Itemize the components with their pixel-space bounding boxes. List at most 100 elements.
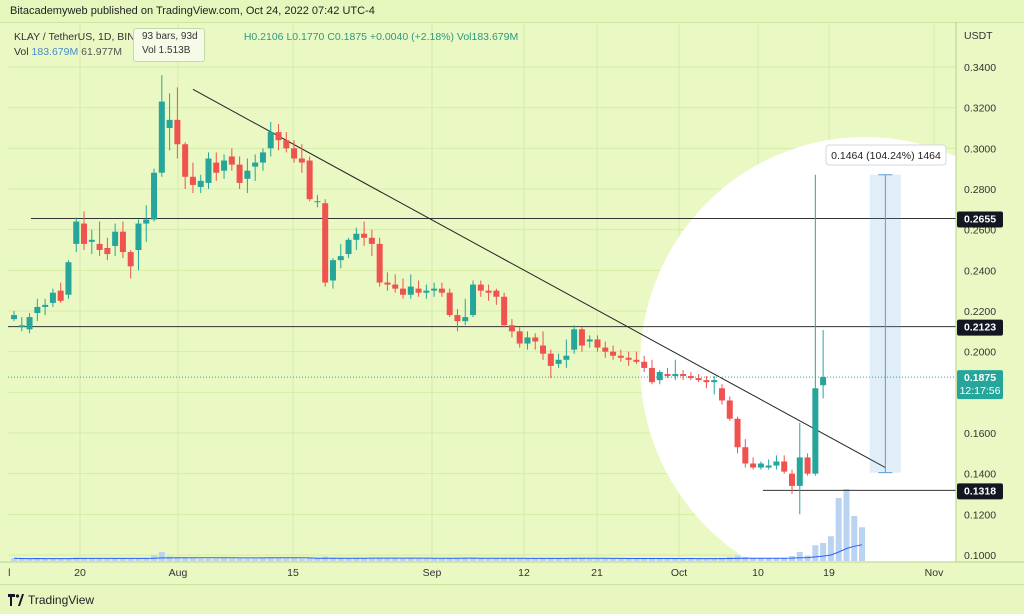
candle-up [26, 317, 33, 330]
candle-down [104, 247, 111, 255]
volume-bar [703, 558, 710, 561]
volume-bar [571, 557, 578, 561]
horizontal-levels [8, 217, 956, 491]
candle-down [291, 148, 298, 159]
footer: TradingView [0, 584, 1024, 614]
volume-bar [804, 555, 811, 561]
candle-down [392, 284, 399, 289]
candle-down [361, 233, 368, 238]
legend-ohlc: H0.2106 L0.1770 C0.1875 +0.0040 (+2.18%)… [243, 31, 519, 43]
candle-down [493, 290, 500, 297]
candle-down [57, 290, 64, 301]
volume-bar [353, 557, 360, 561]
volume-bar [501, 558, 508, 561]
volume-bar [119, 558, 126, 561]
candle-up [259, 152, 266, 163]
candle-down [726, 400, 733, 419]
volume-bar [283, 558, 290, 561]
date-tick-label: 12 [518, 567, 530, 579]
volume-bar [594, 558, 601, 561]
resistance-tag-upper-value: 0.2655 [964, 213, 996, 225]
candle-down [664, 374, 671, 377]
candle-down [625, 357, 632, 360]
legend-vol-ma: 61.977M [81, 46, 123, 58]
candle-down [384, 282, 391, 285]
candle-down [641, 361, 648, 368]
candle-up [773, 461, 780, 466]
volume-bar [244, 558, 251, 561]
candle-down [617, 355, 624, 358]
candle-up [563, 355, 570, 360]
volume-bar [112, 558, 119, 561]
measure-tool: 0.1464 (104.24%) 1464 [825, 144, 947, 474]
price-tick-label: 0.3200 [964, 103, 996, 115]
volume-bar [695, 558, 702, 561]
volume-bar [127, 558, 134, 561]
candle-down [750, 463, 757, 468]
candle-up [18, 325, 25, 328]
volume-bar [18, 558, 25, 561]
volume-bar [462, 557, 469, 561]
candle-up [65, 262, 72, 295]
candle-down [703, 380, 710, 383]
volume-bars [11, 489, 866, 561]
candle-down [376, 243, 383, 283]
candle-up [244, 170, 251, 179]
date-tick-label: l [8, 567, 10, 579]
price-tick-label: 0.2400 [964, 265, 996, 277]
volume-bar [174, 557, 181, 561]
candle-down [182, 144, 189, 177]
candle-down [415, 288, 422, 293]
date-tick-label: 10 [752, 567, 764, 579]
volume-bar [757, 557, 764, 561]
volume-bar [182, 557, 189, 561]
volume-bar [656, 558, 663, 561]
resistance-tag-upper-box [957, 211, 1003, 228]
tooltip-volume: Vol 1.513B [142, 45, 191, 56]
candle-down [687, 376, 694, 379]
date-tick-label: 20 [74, 567, 86, 579]
volume-bar [516, 558, 523, 561]
price-tick-label: 0.1400 [964, 469, 996, 481]
volume-bar [329, 557, 336, 561]
candle-up [337, 256, 344, 261]
volume-bar [88, 558, 95, 561]
candle-up [524, 337, 531, 344]
candle-up [42, 304, 49, 307]
volume-bar [438, 558, 445, 561]
price-axis: USDT 0.3400 0.3200 0.3000 0.2800 0.2600 0.2400… [955, 22, 996, 562]
measure-tooltip: 93 bars, 93d Vol 1.513B [133, 28, 205, 62]
date-axis: l 20 Aug 15 Sep 12 21 Oct 10 19 Nov [0, 561, 1024, 579]
candle-down [298, 158, 305, 163]
candle-down [594, 339, 601, 348]
candle-up [820, 377, 827, 386]
volume-bar [376, 557, 383, 561]
volume-bar [345, 558, 352, 561]
price-tick-label: 0.1200 [964, 509, 996, 521]
volume-bar [34, 558, 41, 561]
volume-bar [641, 558, 648, 561]
volume-bar [547, 557, 554, 561]
volume-bar [314, 557, 321, 561]
volume-bar [423, 558, 430, 561]
candle-up [796, 457, 803, 486]
volume-bar [221, 558, 228, 561]
legend-volume-line: Vol 183.679M 61.977M [14, 46, 122, 58]
volume-bar [470, 557, 477, 561]
volume-bar [555, 558, 562, 561]
last-price-tag-box [957, 370, 1003, 400]
tradingview-logo-icon [8, 594, 24, 606]
volume-bar [189, 558, 196, 561]
price-chart[interactable]: 0.1464 (104.24%) 1464 USDT 0.3400 0.3200 0.… [0, 22, 1024, 584]
candle-up [462, 317, 469, 322]
volume-bar [820, 543, 827, 561]
price-tick-label: 0.2600 [964, 225, 996, 237]
candle-down [648, 367, 655, 383]
volume-bar [236, 558, 243, 561]
volume-bar [96, 558, 103, 561]
volume-bar [446, 558, 453, 561]
volume-bar [407, 558, 414, 561]
candle-down [804, 457, 811, 474]
candle-up [555, 359, 562, 364]
volume-bar [610, 558, 617, 561]
